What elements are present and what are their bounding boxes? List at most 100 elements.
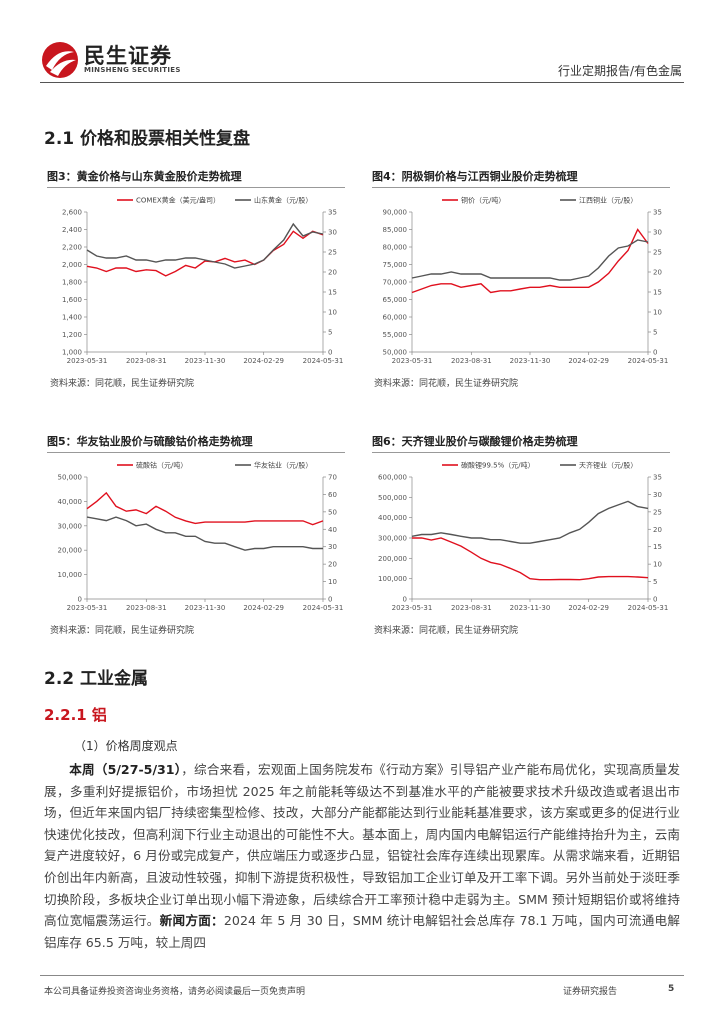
y-tick-label: 0: [653, 349, 657, 357]
text-run: 2024 年 5 月 30 日，SMM 统计电解铝社会总库存 78.1 万吨，国…: [44, 913, 681, 950]
y-tick-label: 25: [328, 249, 337, 257]
y-tick-label: 35: [328, 209, 337, 217]
y-tick-label: 15: [328, 289, 337, 297]
y-tick-label: 75,000: [383, 261, 408, 269]
y-tick-label: 2,200: [62, 244, 82, 252]
legend-label: 天齐锂业（元/股）: [579, 461, 637, 470]
y-tick-label: 30,000: [58, 522, 83, 530]
x-tick-label: 2023-05-31: [392, 357, 433, 365]
x-tick-label: 2023-11-30: [185, 604, 226, 612]
y-tick-label: 15: [653, 543, 662, 551]
legend-label: 碳酸锂99.5%（元/吨）: [461, 461, 535, 470]
y-tick-label: 30: [653, 229, 662, 237]
y-tick-label: 20: [653, 526, 662, 534]
y-tick-label: 10,000: [58, 571, 83, 579]
x-tick-label: 2023-08-31: [451, 604, 492, 612]
y-tick-label: 25: [653, 249, 662, 257]
y-tick-label: 20: [328, 561, 337, 569]
brand: 民生证券: [84, 44, 172, 68]
subsection-title: 2.2.1 铝: [44, 706, 107, 724]
y-tick-label: 2,400: [62, 226, 82, 234]
series-line: [86, 222, 324, 269]
series-line: [411, 239, 649, 281]
chart: 0 10,000 20,000 30,000 40,000 50,000 0 10 20 30 40…: [58, 461, 344, 613]
series-line: [411, 500, 649, 544]
legend-label: 铜价（元/吨）: [461, 196, 505, 205]
y-tick-label: 5: [653, 329, 657, 337]
figure-source: 资料来源：同花顺，民生证券研究院: [50, 379, 195, 389]
figure-title: 图4：阴极铜价格与江西铜业股价走势梳理: [372, 168, 670, 188]
y-tick-label: 5: [653, 578, 657, 586]
y-tick-label: 50: [328, 508, 337, 516]
chart: 50,000 55,000 60,000 65,000 70,000 75,000 80,0…: [383, 196, 669, 366]
y-tick-label: 20: [653, 269, 662, 277]
y-tick-label: 40,000: [58, 498, 83, 506]
x-tick-label: 2023-05-31: [67, 604, 108, 612]
page-number: 5: [668, 984, 675, 994]
legend-label: 山东黄金（元/股）: [254, 196, 312, 205]
section-title: 2.2 工业金属: [44, 669, 149, 689]
y-tick-label: 5: [328, 329, 332, 337]
figure-source: 资料来源：同花顺，民生证券研究院: [50, 626, 195, 636]
y-tick-label: 70,000: [383, 279, 408, 287]
legend-label: 硫酸钴（元/吨）: [136, 461, 187, 470]
legend-label: COMEX黄金（美元/盎司）: [136, 196, 220, 205]
y-tick-label: 20: [328, 269, 337, 277]
y-tick-label: 200,000: [378, 555, 407, 563]
y-tick-label: 25: [653, 508, 662, 516]
y-tick-label: 10: [328, 578, 337, 586]
y-tick-label: 30: [653, 491, 662, 499]
legend-label: 江西铜业（元/股）: [579, 196, 637, 205]
x-tick-label: 2024-05-31: [303, 357, 344, 365]
y-tick-label: 50,000: [383, 349, 408, 357]
y-tick-label: 2,600: [62, 209, 82, 217]
y-tick-label: 0: [328, 596, 332, 604]
x-tick-label: 2023-11-30: [510, 604, 551, 612]
y-tick-label: 1,600: [62, 296, 82, 304]
x-tick-label: 2023-11-30: [185, 357, 226, 365]
x-tick-label: 2023-08-31: [451, 357, 492, 365]
y-tick-label: 500,000: [378, 494, 407, 502]
y-tick-label: 80,000: [383, 244, 408, 252]
section-title: 2.1 价格和股票相关性复盘: [44, 129, 251, 149]
y-tick-label: 55,000: [383, 331, 408, 339]
y-tick-label: 1,200: [62, 331, 82, 339]
x-tick-label: 2024-02-29: [568, 604, 609, 612]
y-tick-label: 15: [653, 289, 662, 297]
figure-title: 图3：黄金价格与山东黄金股价走势梳理: [47, 168, 345, 188]
text-run: ，综合来看，宏观面上国务院发布《行动方案》引导铝产业产能布局优化，实现高质量发展…: [44, 762, 681, 929]
report-category: 行业定期报告/有色金属: [557, 64, 682, 78]
x-tick-label: 2024-05-31: [628, 604, 669, 612]
x-tick-label: 2024-02-29: [568, 357, 609, 365]
y-tick-label: 20,000: [58, 547, 83, 555]
y-tick-label: 10: [653, 561, 662, 569]
brand-en: MINSHENG SECURITIES: [84, 66, 181, 74]
item-title: （1）价格周度观点: [74, 739, 178, 753]
y-tick-label: 30: [328, 229, 337, 237]
text-run: 新闻方面：: [159, 913, 224, 929]
y-tick-label: 85,000: [383, 226, 408, 234]
figure-source: 资料来源：同花顺，民生证券研究院: [374, 379, 519, 389]
y-tick-label: 0: [328, 349, 332, 357]
x-tick-label: 2024-02-29: [243, 604, 284, 612]
y-tick-label: 0: [403, 596, 407, 604]
y-tick-label: 60,000: [383, 314, 408, 322]
y-tick-label: 1,800: [62, 279, 82, 287]
figure-source: 资料来源：同花顺，民生证券研究院: [374, 626, 519, 636]
y-tick-label: 1,000: [62, 349, 82, 357]
x-tick-label: 2023-05-31: [392, 604, 433, 612]
y-tick-label: 0: [653, 596, 657, 604]
divider: [40, 82, 684, 83]
y-tick-label: 40: [328, 526, 337, 534]
x-tick-label: 2023-11-30: [510, 357, 551, 365]
x-tick-label: 2024-02-29: [243, 357, 284, 365]
y-tick-label: 2,000: [62, 261, 82, 269]
text-run: 本周（5/27-5/31）: [69, 762, 182, 777]
y-tick-label: 70: [328, 474, 337, 482]
series-line: [86, 491, 324, 526]
y-tick-label: 600,000: [378, 474, 407, 482]
paragraph: 本周（5/27-5/31），综合来看，宏观面上国务院发布《行动方案》引导铝产业产…: [44, 759, 680, 953]
x-tick-label: 2024-05-31: [628, 357, 669, 365]
x-tick-label: 2024-05-31: [303, 604, 344, 612]
